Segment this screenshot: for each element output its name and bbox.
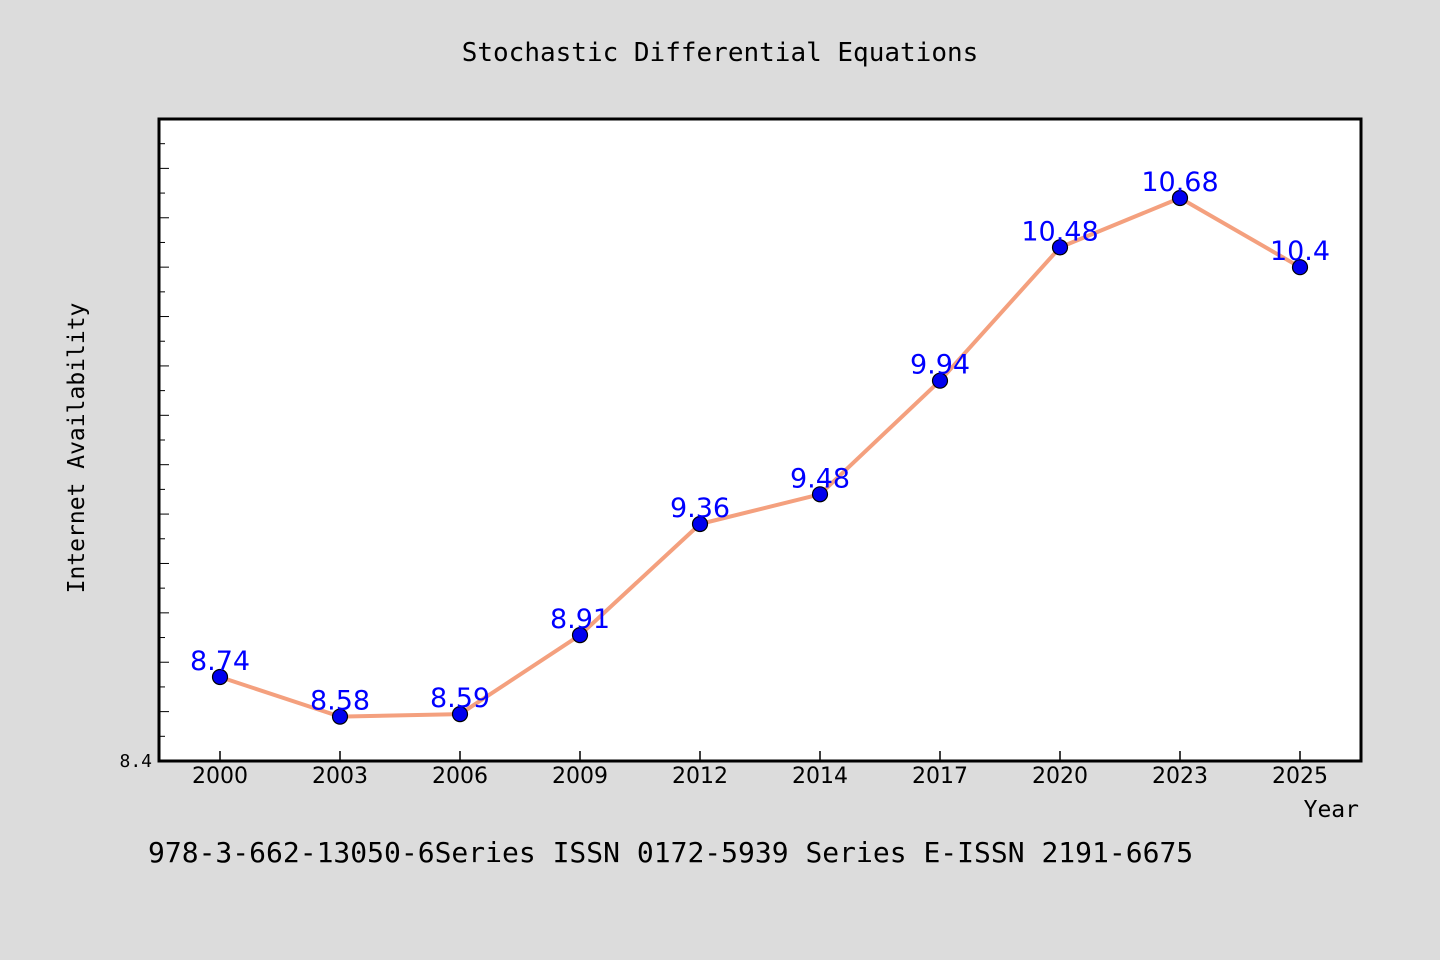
x-axis-label: Year — [1304, 797, 1359, 823]
data-label: 9.36 — [670, 493, 730, 524]
data-label: 10.4 — [1270, 236, 1330, 267]
y-axis-ticks — [159, 143, 169, 737]
data-point — [931, 372, 949, 389]
data-label: 9.48 — [790, 463, 850, 494]
data-point — [211, 668, 229, 686]
x-axis-ticks — [219, 751, 1301, 761]
data-label: 8.91 — [550, 604, 610, 635]
x-tick-label: 2012 — [672, 764, 728, 789]
x-tick-label: 2006 — [432, 764, 488, 789]
x-axis-tick-labels: 2000 2003 2006 2009 2012 2014 2017 2020 2023 2025 — [192, 764, 1328, 789]
plot-area — [157, 117, 1363, 763]
data-point — [811, 486, 829, 503]
x-tick-label: 2025 — [1272, 764, 1328, 789]
data-point — [571, 626, 589, 644]
data-point — [331, 708, 349, 725]
data-label: 8.59 — [430, 683, 490, 714]
data-point — [1051, 239, 1069, 256]
x-tick-label: 2020 — [1032, 764, 1088, 789]
y-tick-label: 8.4 — [119, 751, 152, 772]
x-tick-label: 2000 — [192, 764, 248, 789]
data-point — [451, 705, 469, 723]
data-label: 10.48 — [1021, 216, 1098, 247]
x-tick-label: 2009 — [552, 764, 608, 789]
x-tick-label: 2023 — [1152, 764, 1208, 789]
marker-layer — [211, 189, 1309, 725]
data-label: 8.74 — [190, 646, 250, 677]
series-layer — [218, 196, 1302, 719]
data-label-layer: 8.74 8.58 8.59 8.91 9.36 9.48 9.94 10.48 10.68 10… — [190, 167, 1330, 717]
data-point — [691, 515, 709, 533]
footer-text: 978-3-662-13050-6Series ISSN 0172-5939 S… — [148, 836, 1193, 869]
series-line — [218, 196, 1302, 719]
x-tick-label: 2003 — [312, 764, 368, 789]
chart-title: Stochastic Differential Equations — [462, 38, 979, 68]
y-axis-label: Internet Availability — [64, 303, 90, 594]
x-tick-label: 2014 — [792, 764, 848, 789]
data-label: 9.94 — [910, 350, 970, 381]
data-point — [1291, 259, 1309, 276]
data-label: 8.58 — [310, 686, 370, 717]
data-label: 10.68 — [1141, 167, 1218, 198]
data-point — [1171, 189, 1189, 207]
x-tick-label: 2017 — [912, 764, 968, 789]
